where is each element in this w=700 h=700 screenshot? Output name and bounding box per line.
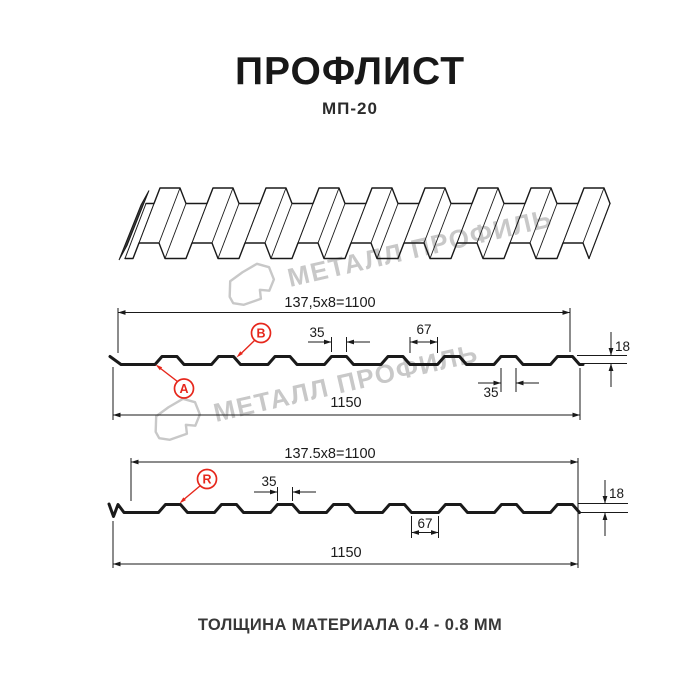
dim-total-width-bottom: 1150: [330, 545, 361, 561]
section-top-drawing: [108, 308, 627, 420]
page-title: ПРОФЛИСТ: [234, 50, 466, 93]
dim-height-18-top: 18: [615, 339, 630, 354]
dim-height-18-bottom: 18: [609, 486, 624, 501]
dim-rib-top-35-bottom: 35: [261, 474, 276, 489]
material-thickness-note: ТОЛЩИНА МАТЕРИАЛА 0.4 - 0.8 ММ: [197, 616, 503, 634]
dim-flat-67: 67: [416, 322, 431, 337]
section-bottom-drawing: [107, 458, 628, 568]
profile-model-code: МП-20: [322, 99, 378, 118]
profile-3d-drawing: [118, 187, 611, 261]
dim-total-width-top: 1150: [330, 395, 361, 411]
dim-flat-67-bottom: 67: [417, 516, 432, 531]
dim-working-width-bottom: 137.5x8=1100: [284, 446, 375, 462]
marker-r-circle: [196, 468, 218, 490]
dim-rib-top-35-lower: 35: [483, 385, 498, 400]
marker-b-circle: [250, 322, 272, 344]
marker-a-label: A: [179, 382, 188, 396]
marker-r-label: R: [202, 473, 211, 487]
marker-b-label: B: [256, 327, 265, 341]
dim-working-width-top: 137,5x8=1100: [284, 295, 375, 311]
marker-a-circle: [173, 378, 195, 399]
dim-rib-top-35: 35: [309, 325, 324, 340]
